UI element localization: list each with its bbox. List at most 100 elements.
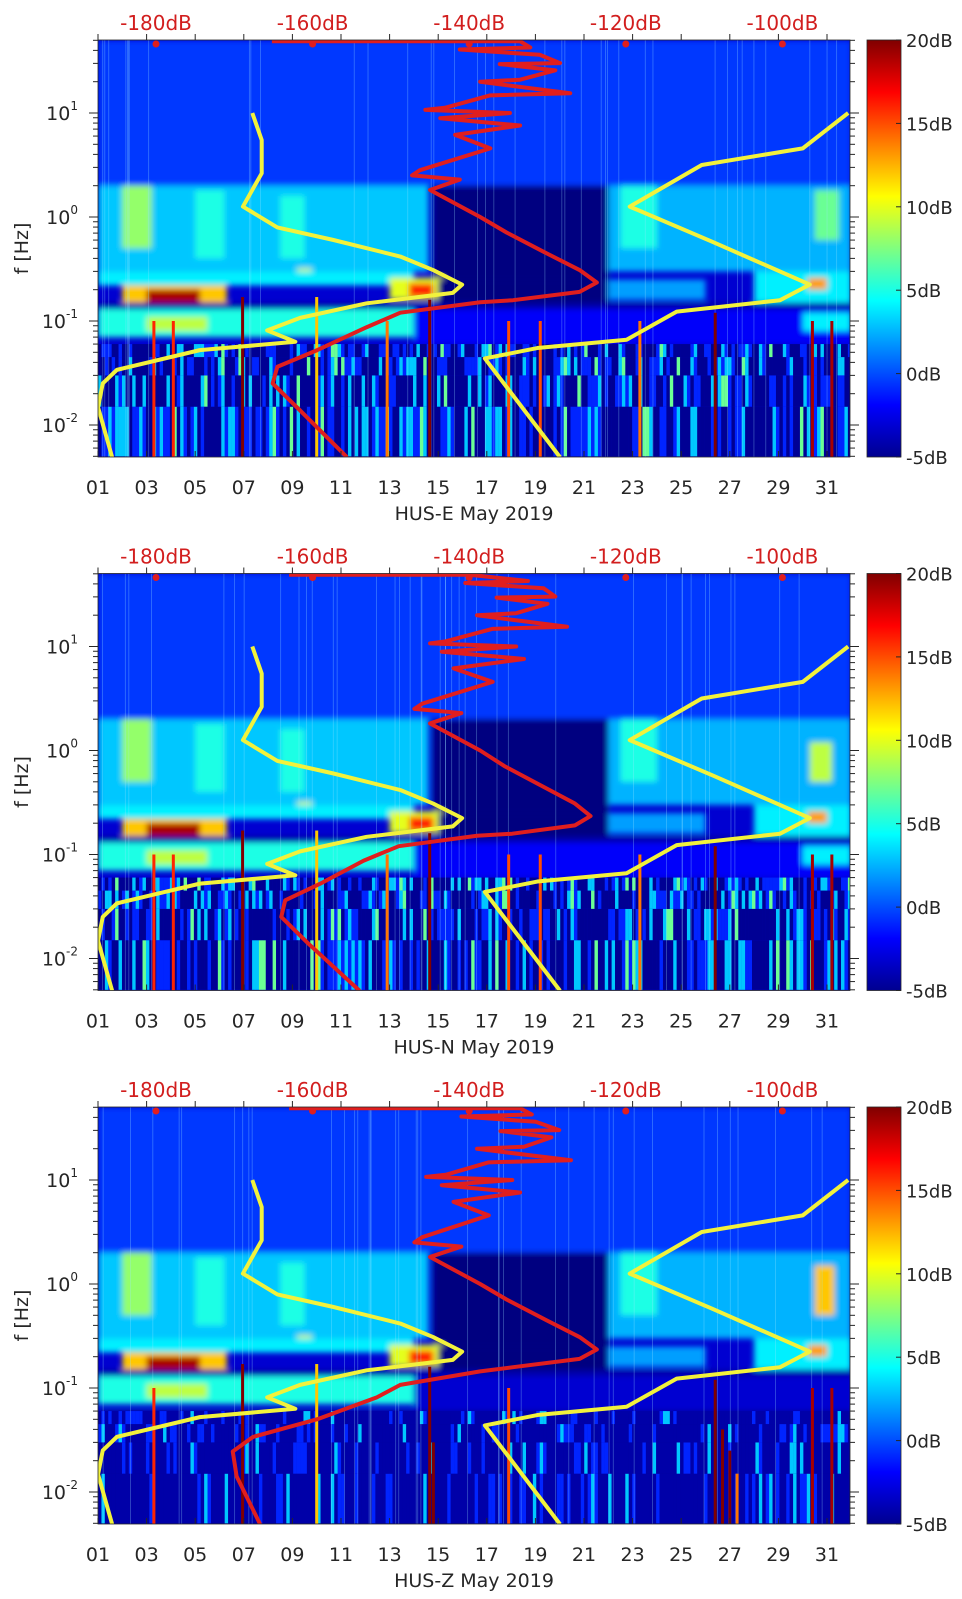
spectrogram-cell bbox=[323, 357, 328, 376]
colorbar-tick-label: 0dB bbox=[906, 1432, 941, 1453]
spectrogram-cell bbox=[817, 344, 821, 358]
spectrogram-cell bbox=[450, 1424, 455, 1443]
spectrogram-cell bbox=[121, 908, 126, 941]
spectrogram-cell bbox=[454, 1473, 458, 1524]
spectrogram-cell bbox=[745, 344, 749, 358]
spectrogram-cell bbox=[680, 357, 684, 376]
spectrogram-cell bbox=[556, 1424, 561, 1443]
spectrogram-cell bbox=[683, 344, 688, 358]
spectrogram-cell bbox=[741, 375, 746, 407]
spectrogram-cell bbox=[536, 908, 540, 941]
spectrogram-cell bbox=[368, 1411, 373, 1425]
spectrogram-cell bbox=[772, 1424, 777, 1443]
spectrogram-cell bbox=[115, 1473, 119, 1524]
spectrogram-cell bbox=[204, 406, 208, 457]
spectrogram-cell bbox=[440, 1442, 445, 1474]
spectrogram-cell bbox=[618, 1424, 623, 1443]
spectrogram-cell bbox=[762, 1411, 766, 1425]
spectrogram-cell bbox=[327, 908, 332, 941]
spectrogram-cell bbox=[775, 940, 780, 990]
spectrogram-cell bbox=[717, 357, 722, 376]
spectrogram-cell bbox=[498, 375, 503, 407]
spectrogram-cell bbox=[601, 908, 605, 941]
spectrogram-cell bbox=[378, 1442, 383, 1474]
spectrogram-cell bbox=[563, 890, 568, 909]
spectrogram-cell bbox=[200, 1424, 205, 1443]
transient-line bbox=[538, 321, 542, 457]
spectrogram-cell bbox=[142, 357, 147, 376]
spectrogram-cell bbox=[532, 406, 537, 457]
spectrogram-cell bbox=[423, 406, 427, 457]
spectrogram-cell bbox=[286, 344, 290, 358]
spectrogram-cell bbox=[269, 877, 273, 891]
spectrogram-cell bbox=[625, 1424, 629, 1443]
spectrogram-cell bbox=[409, 1442, 414, 1474]
spectrogram-cell bbox=[587, 1424, 592, 1443]
spectrogram-cell bbox=[115, 1442, 119, 1474]
spectrogram-cell bbox=[666, 1411, 670, 1425]
spectrogram-cell bbox=[371, 375, 376, 407]
spectrogram-cell bbox=[728, 1424, 732, 1443]
spectrogram-cell bbox=[738, 1442, 742, 1474]
spectrogram-cell bbox=[594, 908, 599, 941]
spectrogram-cell bbox=[108, 344, 112, 358]
spectrogram-cell bbox=[484, 375, 489, 407]
spectrogram-cell bbox=[272, 344, 277, 358]
spectrogram-cell bbox=[803, 375, 807, 407]
spectrogram-cell bbox=[591, 1424, 595, 1443]
spectrogram-cell bbox=[827, 1473, 831, 1524]
top-db-label: -160dB bbox=[277, 545, 349, 569]
spectrogram-cell bbox=[258, 908, 263, 941]
spectrogram-cell bbox=[269, 344, 273, 358]
spectrogram-cell bbox=[454, 375, 458, 407]
spectrogram-cell bbox=[697, 406, 701, 457]
transient-line bbox=[315, 297, 319, 457]
spectrogram-cell bbox=[440, 1424, 445, 1443]
spectrogram-cell bbox=[460, 375, 465, 407]
colorbar-tick-label: 15dB bbox=[906, 648, 953, 669]
spectrogram-cell bbox=[139, 357, 143, 376]
spectrogram-cell bbox=[231, 890, 236, 909]
spectrogram-cell bbox=[351, 1424, 355, 1443]
spectrogram-cell bbox=[269, 908, 273, 941]
spectrogram-cell bbox=[193, 406, 198, 457]
spectrogram-cell bbox=[793, 375, 797, 407]
spectrogram-cell bbox=[803, 877, 807, 891]
spectrogram-cell bbox=[608, 406, 612, 457]
spectrogram-cell bbox=[389, 940, 393, 990]
spectrogram-cell bbox=[765, 1473, 770, 1524]
spectrogram-cell bbox=[697, 344, 701, 358]
spectrogram-cell bbox=[395, 1442, 400, 1474]
spectrogram-cell bbox=[519, 890, 523, 909]
spectrogram-cell bbox=[724, 1442, 729, 1474]
spectrogram-cell bbox=[443, 1473, 448, 1524]
spectrogram-cell bbox=[779, 1473, 783, 1524]
spectrogram-cell bbox=[820, 1473, 825, 1524]
spectrogram-cell bbox=[457, 908, 462, 941]
spectrogram-cell bbox=[173, 357, 177, 376]
spectrogram-cell bbox=[786, 940, 790, 990]
spectrogram-cell bbox=[799, 940, 804, 990]
spectrogram-cell bbox=[262, 908, 266, 941]
spectrogram-cell bbox=[330, 1473, 335, 1524]
spectrogram-cell bbox=[190, 890, 195, 909]
spectrogram-cell bbox=[799, 1424, 804, 1443]
spectrogram-cell bbox=[734, 406, 739, 457]
spectrogram-cell bbox=[454, 1411, 458, 1425]
spectrogram-cell bbox=[683, 375, 688, 407]
spectrogram-cell bbox=[823, 1424, 828, 1443]
spectrogram-cell bbox=[108, 1411, 112, 1425]
spectrogram-cell bbox=[556, 357, 561, 376]
spectrogram-cell bbox=[755, 1442, 760, 1474]
spectrogram-cell bbox=[115, 357, 119, 376]
spectrogram-cell bbox=[656, 940, 660, 990]
spectrogram-cell bbox=[341, 877, 345, 891]
spectrogram-cell bbox=[752, 877, 756, 891]
spectrogram-cell bbox=[221, 1473, 225, 1524]
transient-line bbox=[713, 846, 717, 991]
spectrogram-cell bbox=[433, 940, 438, 990]
spectrogram-cell bbox=[526, 1442, 530, 1474]
spectrogram-cell bbox=[662, 1442, 667, 1474]
spectrogram-cell bbox=[570, 1442, 575, 1474]
spectrogram-cell bbox=[436, 940, 441, 990]
